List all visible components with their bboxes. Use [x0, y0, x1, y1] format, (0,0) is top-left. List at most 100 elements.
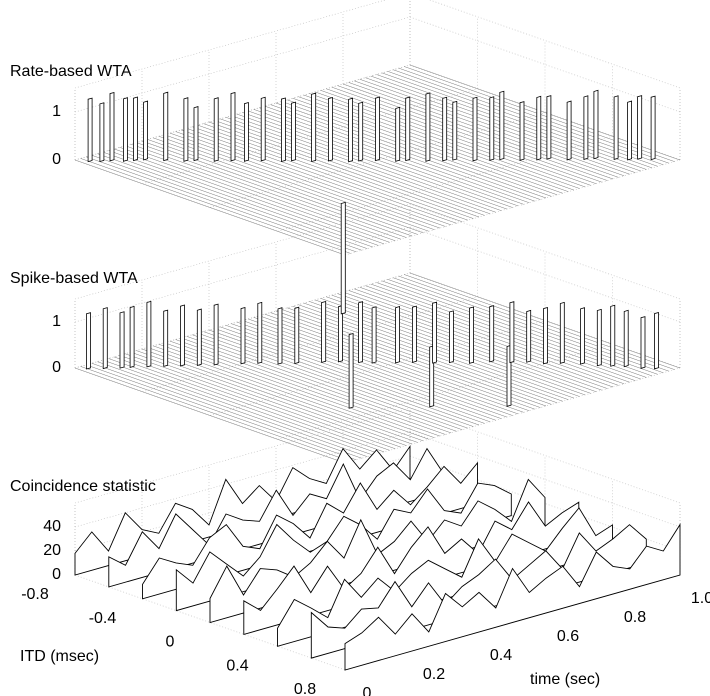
floor-mesh	[393, 69, 664, 165]
floor-mesh	[208, 121, 480, 218]
chart-title: Coincidence statistic	[10, 478, 156, 495]
spike	[294, 306, 300, 365]
grid-line	[74, 431, 411, 528]
floor-mesh	[259, 315, 530, 411]
floor-mesh	[365, 285, 636, 381]
spike	[395, 305, 400, 364]
spike	[119, 311, 125, 369]
floor-mesh	[158, 344, 429, 440]
x-tick-label: -0.4	[89, 610, 117, 627]
spike	[580, 307, 585, 365]
x-tick-label: -0.8	[21, 586, 49, 603]
spike	[566, 100, 572, 161]
y-tick-label: 0.4	[490, 647, 512, 664]
spike	[348, 332, 354, 409]
spike	[452, 100, 458, 161]
floor-mesh	[309, 301, 580, 397]
floor-mesh	[181, 129, 452, 226]
floor-mesh	[108, 150, 379, 246]
floor-mesh	[114, 148, 385, 245]
spike	[627, 100, 632, 161]
spike	[123, 97, 128, 162]
spike	[546, 95, 552, 160]
floor-mesh	[387, 279, 658, 375]
box-edge	[428, 0, 681, 89]
spike	[291, 101, 296, 162]
box-edge	[74, 0, 387, 89]
floor-mesh	[354, 288, 625, 385]
spike	[613, 95, 619, 160]
spike	[395, 106, 401, 162]
spike	[257, 301, 263, 364]
spike	[213, 303, 219, 366]
floor-mesh	[114, 356, 385, 453]
spike	[230, 91, 236, 162]
x-tick-label: 0.4	[226, 657, 248, 674]
floor-mesh	[130, 143, 401, 240]
floor-mesh	[253, 109, 524, 205]
floor-mesh	[225, 117, 496, 213]
z-tick-label: 1	[52, 103, 61, 120]
floor-mesh	[382, 280, 653, 377]
spike	[213, 97, 219, 162]
floor-mesh	[242, 320, 513, 416]
spike	[640, 316, 646, 369]
floor-mesh	[359, 287, 630, 383]
floor-mesh	[326, 88, 597, 184]
z-tick-label: 1	[52, 313, 61, 330]
floor-mesh	[203, 123, 474, 219]
floor-mesh	[303, 94, 574, 191]
floor-mesh	[287, 99, 558, 196]
floor-mesh	[130, 351, 401, 448]
x-axis-label: ITD (msec)	[20, 648, 99, 665]
floor-mesh	[342, 83, 614, 180]
floor-mesh	[348, 82, 619, 178]
floor-mesh	[164, 342, 435, 438]
spike	[180, 304, 185, 367]
floor-mesh	[164, 134, 435, 230]
floor-mesh	[231, 115, 502, 211]
spike	[519, 101, 525, 161]
y-tick-label: 0.2	[423, 666, 445, 683]
spike	[109, 91, 115, 162]
spike	[637, 95, 643, 160]
floor-mesh	[370, 75, 641, 172]
spike	[163, 91, 169, 162]
floor-mesh	[97, 361, 368, 457]
spike	[133, 96, 138, 162]
spike	[472, 96, 478, 162]
spike	[593, 89, 599, 160]
floor-mesh	[275, 310, 547, 407]
floor-mesh	[91, 363, 362, 459]
chart-title: Spike-based WTA	[10, 270, 138, 287]
floor-mesh	[292, 306, 563, 402]
spike	[489, 96, 495, 161]
spike	[405, 96, 411, 162]
spike	[583, 95, 589, 160]
floor-mesh	[331, 86, 602, 183]
y-tick-label: 0.8	[624, 609, 646, 626]
floor-mesh	[315, 91, 586, 188]
floor-mesh	[136, 142, 407, 238]
spike	[321, 300, 327, 363]
spike	[260, 96, 266, 162]
y-tick-label: 0	[363, 685, 372, 696]
floor-mesh	[175, 339, 446, 435]
floor-mesh	[236, 113, 507, 210]
floor-mesh	[181, 337, 452, 434]
floor-mesh	[370, 283, 641, 380]
floor-mesh	[141, 348, 413, 445]
spike	[244, 101, 249, 162]
spike	[146, 300, 152, 368]
floor-mesh	[281, 101, 552, 197]
floor-mesh	[398, 67, 669, 164]
spike	[311, 92, 317, 163]
spike	[559, 301, 565, 364]
surface-row	[344, 523, 681, 671]
floor-mesh	[175, 131, 446, 227]
spike	[610, 304, 616, 367]
spike	[86, 312, 91, 370]
floor-mesh	[298, 96, 569, 192]
